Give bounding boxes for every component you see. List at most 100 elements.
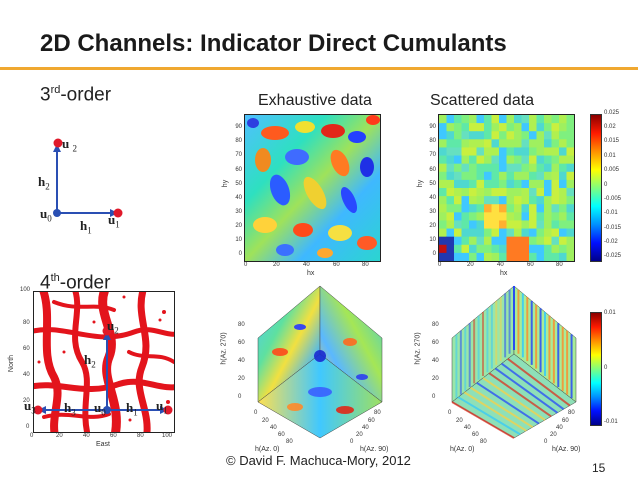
scatter-cell xyxy=(446,163,455,173)
scatter-cell xyxy=(544,155,552,165)
scatter-cell xyxy=(551,179,560,189)
scatter-cell xyxy=(559,171,567,181)
scatter-cell xyxy=(566,228,574,238)
scatter-cell xyxy=(536,220,545,230)
scatter-cell xyxy=(566,115,574,124)
scatter-cell xyxy=(536,252,545,261)
heatmap-scattered-image xyxy=(439,115,574,261)
scatter-cell xyxy=(559,204,567,213)
map-x-tick-0: 0 xyxy=(30,433,34,439)
u1-point xyxy=(113,208,123,218)
scatter-cell xyxy=(469,204,477,213)
scatter-cell xyxy=(529,155,537,165)
scatter-cell xyxy=(499,188,507,197)
scatter-cell xyxy=(484,196,492,205)
scatter-cell xyxy=(521,188,530,197)
scatter-cell xyxy=(559,252,567,261)
scatter-cell xyxy=(461,212,470,221)
scatter-cell xyxy=(461,171,470,181)
fourth-label-h2: h2 xyxy=(84,352,96,370)
map-y-tick-20: 20 xyxy=(23,398,30,404)
fourth-label-u1: u1 xyxy=(156,398,168,416)
colorbar-2-tick-bottom: -0.01 xyxy=(604,419,618,425)
scatter-cell xyxy=(446,236,455,246)
map-x-label: East xyxy=(96,441,111,448)
scatter-cell xyxy=(559,220,567,230)
scatter-cell xyxy=(469,115,477,124)
page-number: 15 xyxy=(592,461,606,475)
scatter-cell xyxy=(469,188,477,197)
scatter-cell xyxy=(506,228,515,238)
scatter-cell xyxy=(446,204,455,213)
scatter-cell xyxy=(469,220,477,230)
scatter-cell xyxy=(476,228,485,238)
scatter-cell xyxy=(529,244,537,254)
scatter-cell xyxy=(551,244,560,254)
scatter-cell xyxy=(506,188,515,197)
scatter-cell xyxy=(461,179,470,189)
scatter-cell xyxy=(499,228,507,238)
scatter-cell xyxy=(514,131,522,140)
scatter-cell xyxy=(476,220,485,230)
third-label-u0: u0 xyxy=(40,206,52,224)
scatter-cell xyxy=(529,228,537,238)
scatter-cell xyxy=(461,236,470,246)
scatter-cell xyxy=(484,228,492,238)
scatter-cell xyxy=(506,204,515,213)
scatter-cell xyxy=(529,236,537,246)
scatter-cell xyxy=(499,147,507,157)
scatter-cell xyxy=(469,123,477,132)
scatter-cell xyxy=(536,171,545,181)
scatter-cell xyxy=(566,139,574,148)
scatter-cell xyxy=(446,179,455,189)
scatter-cell xyxy=(469,236,477,246)
scatter-cell xyxy=(461,139,470,148)
scatter-cell xyxy=(514,155,522,165)
scatter-cell xyxy=(476,204,485,213)
scatter-cell xyxy=(559,236,567,246)
scatter-cell xyxy=(469,252,477,261)
scatter-cell xyxy=(446,147,455,157)
third-order-sup: rd xyxy=(50,84,61,96)
scatter-cell xyxy=(454,252,462,261)
cube2-stripe xyxy=(482,377,546,421)
scatter-cell xyxy=(544,115,552,124)
scatter-cell xyxy=(551,139,560,148)
scatter-cell xyxy=(536,228,545,238)
scatter-cell xyxy=(566,236,574,246)
scatter-cell xyxy=(566,204,574,213)
scatter-cell xyxy=(484,204,492,213)
scatter-cell xyxy=(514,236,522,246)
scatter-cell xyxy=(491,204,500,213)
scatter-cell xyxy=(559,244,567,254)
scatter-cell xyxy=(454,188,462,197)
fourth-label-u2: u2 xyxy=(107,318,119,336)
scatter-cell xyxy=(439,188,447,197)
scatter-cell xyxy=(521,155,530,165)
scatter-cell xyxy=(454,236,462,246)
scatter-cell xyxy=(521,123,530,132)
scatter-cell xyxy=(544,220,552,230)
scatter-cell xyxy=(529,115,537,124)
scatter-cell xyxy=(476,171,485,181)
footer-copyright: © David F. Machuca-Mory, 2012 xyxy=(226,453,411,468)
scatter-cell xyxy=(536,131,545,140)
scatter-cell xyxy=(551,147,560,157)
scatter-cell xyxy=(454,163,462,173)
scatter-cell xyxy=(514,252,522,261)
scatter-cell xyxy=(491,147,500,157)
scatter-cell xyxy=(521,163,530,173)
scatter-cell xyxy=(469,244,477,254)
scatter-cell xyxy=(521,204,530,213)
map-panel xyxy=(33,291,175,433)
scatter-cell xyxy=(521,228,530,238)
cube2-x-ticks: 80 60 40 20 0 xyxy=(544,410,575,445)
scatter-cell xyxy=(491,131,500,140)
scatter-cell xyxy=(499,204,507,213)
slide-title: 2D Channels: Indicator Direct Cumulants xyxy=(40,30,507,57)
heatmap1-x-ticks: 0 20 40 60 80 xyxy=(244,262,369,268)
scatter-cell xyxy=(491,228,500,238)
scatter-cell xyxy=(506,236,515,246)
scatter-cell xyxy=(499,155,507,165)
scatter-cell xyxy=(536,147,545,157)
